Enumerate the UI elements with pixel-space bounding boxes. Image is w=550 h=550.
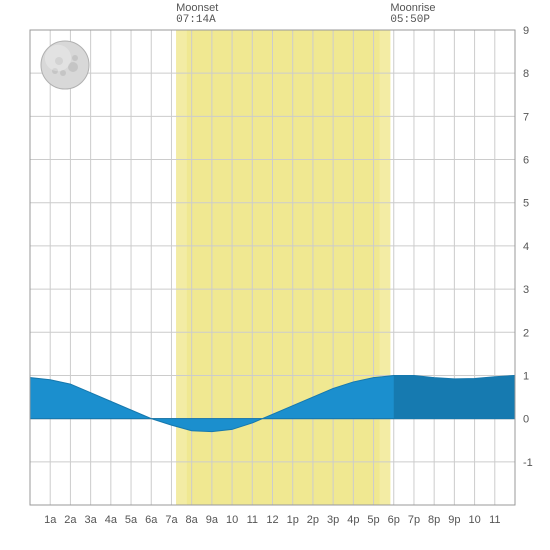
x-tick-label: 6p [388, 514, 400, 526]
moonset-time: 07:14A [176, 14, 218, 26]
x-tick-label: 8a [186, 514, 199, 526]
y-tick-label: 8 [523, 68, 529, 80]
x-tick-label: 1a [44, 514, 57, 526]
x-tick-label: 2p [307, 514, 319, 526]
x-tick-label: 11 [489, 514, 500, 526]
y-tick-label: 6 [523, 155, 529, 167]
moon-icon [41, 41, 89, 89]
x-tick-label: 8p [428, 514, 440, 526]
x-tick-label: 6a [145, 514, 158, 526]
x-tick-label: 4p [347, 514, 359, 526]
x-tick-label: 10 [468, 514, 480, 526]
x-tick-label: 5a [125, 514, 138, 526]
y-tick-label: 1 [523, 370, 529, 382]
chart-svg: -101234567891a2a3a4a5a6a7a8a9a1011121p2p… [0, 0, 550, 550]
tide-night-right [394, 375, 515, 418]
daylight-band [176, 30, 390, 505]
y-tick-label: 7 [523, 111, 529, 123]
x-tick-label: 12 [266, 514, 278, 526]
moonset-label: Moonset [176, 2, 218, 14]
moonrise-label: Moonrise [390, 2, 435, 14]
x-tick-label: 3a [85, 514, 98, 526]
x-tick-label: 4a [105, 514, 118, 526]
x-tick-label: 3p [327, 514, 339, 526]
x-tick-label: 5p [367, 514, 379, 526]
y-tick-label: 0 [523, 414, 529, 426]
x-tick-label: 9a [206, 514, 219, 526]
x-tick-label: 1p [287, 514, 299, 526]
x-tick-label: 9p [448, 514, 460, 526]
x-tick-label: 7a [165, 514, 178, 526]
moonset-annotation: Moonset 07:14A [176, 2, 218, 26]
daylight-edge-right [380, 30, 391, 505]
y-tick-label: 3 [523, 284, 529, 296]
x-tick-label: 7p [408, 514, 420, 526]
x-tick-label: 11 [247, 514, 258, 526]
daylight-edge-left [176, 30, 187, 505]
x-tick-label: 2a [64, 514, 77, 526]
y-tick-label: 9 [523, 25, 529, 37]
y-tick-label: 2 [523, 327, 529, 339]
moonrise-time: 05:50P [390, 14, 435, 26]
tide-chart: -101234567891a2a3a4a5a6a7a8a9a1011121p2p… [0, 0, 550, 550]
y-tick-label: 4 [523, 241, 529, 253]
y-tick-label: -1 [523, 457, 533, 469]
x-tick-label: 10 [226, 514, 238, 526]
y-tick-label: 5 [523, 198, 529, 210]
moonrise-annotation: Moonrise 05:50P [390, 2, 435, 26]
